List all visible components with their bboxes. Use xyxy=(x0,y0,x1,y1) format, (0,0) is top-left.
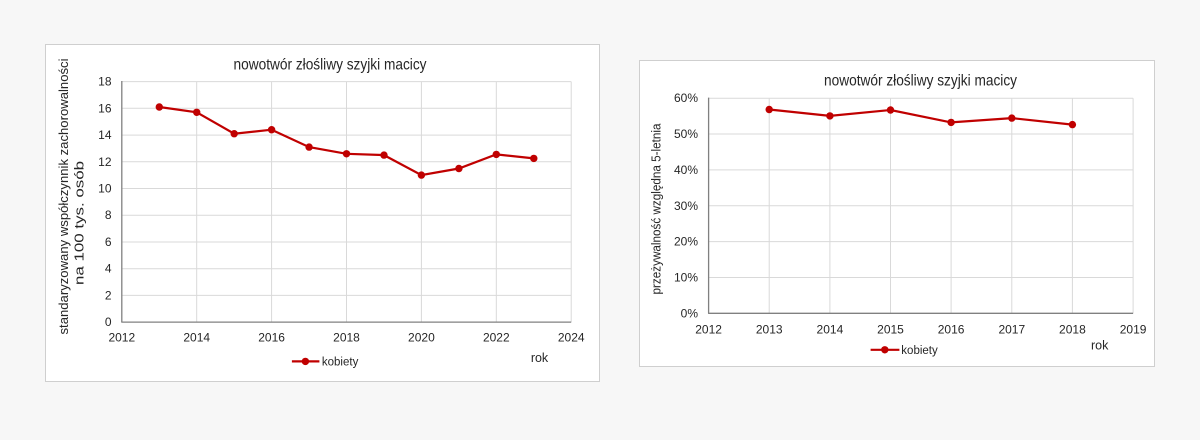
svg-text:18: 18 xyxy=(98,75,112,89)
svg-text:2018: 2018 xyxy=(1059,323,1086,337)
svg-text:2016: 2016 xyxy=(938,323,965,337)
svg-text:2022: 2022 xyxy=(483,331,510,345)
svg-text:2014: 2014 xyxy=(817,323,844,337)
svg-text:2014: 2014 xyxy=(183,331,210,345)
svg-text:0%: 0% xyxy=(681,306,699,320)
svg-text:rok: rok xyxy=(1091,338,1109,352)
svg-text:2017: 2017 xyxy=(998,323,1025,337)
svg-text:nowotwór złośliwy szyjki macic: nowotwór złośliwy szyjki macicy xyxy=(234,57,427,74)
svg-text:2024: 2024 xyxy=(558,331,585,345)
svg-text:16: 16 xyxy=(98,101,112,115)
svg-text:2020: 2020 xyxy=(408,331,435,345)
svg-text:2015: 2015 xyxy=(877,323,904,337)
svg-text:2018: 2018 xyxy=(333,331,360,345)
svg-text:10%: 10% xyxy=(674,271,698,285)
svg-text:2019: 2019 xyxy=(1120,323,1147,337)
svg-text:8: 8 xyxy=(105,208,112,222)
svg-text:0: 0 xyxy=(105,315,112,329)
svg-text:kobiety: kobiety xyxy=(322,356,359,368)
svg-text:2016: 2016 xyxy=(258,331,285,345)
svg-text:50%: 50% xyxy=(674,127,698,141)
svg-text:rok: rok xyxy=(531,351,549,365)
svg-text:14: 14 xyxy=(98,128,112,142)
svg-text:20%: 20% xyxy=(674,235,698,249)
svg-text:30%: 30% xyxy=(674,199,698,213)
svg-text:4: 4 xyxy=(105,262,112,276)
svg-text:kobiety: kobiety xyxy=(901,345,938,357)
svg-text:2012: 2012 xyxy=(695,323,722,337)
svg-text:40%: 40% xyxy=(674,163,698,177)
svg-text:6: 6 xyxy=(105,235,112,249)
svg-text:przeżywalność względna 5-letni: przeżywalność względna 5-letnia xyxy=(650,123,664,294)
svg-text:60%: 60% xyxy=(674,91,698,105)
svg-text:2: 2 xyxy=(105,288,112,302)
svg-text:2012: 2012 xyxy=(108,331,135,345)
svg-text:standaryzowany współczynnik za: standaryzowany współczynnik zachorowalno… xyxy=(57,59,71,335)
svg-text:10: 10 xyxy=(98,182,112,196)
svg-text:2013: 2013 xyxy=(756,323,783,337)
svg-text:na 100 tys. osób: na 100 tys. osób xyxy=(73,161,87,285)
svg-text:12: 12 xyxy=(98,155,112,169)
svg-text:nowotwór złośliwy szyjki macic: nowotwór złośliwy szyjki macicy xyxy=(824,73,1017,90)
